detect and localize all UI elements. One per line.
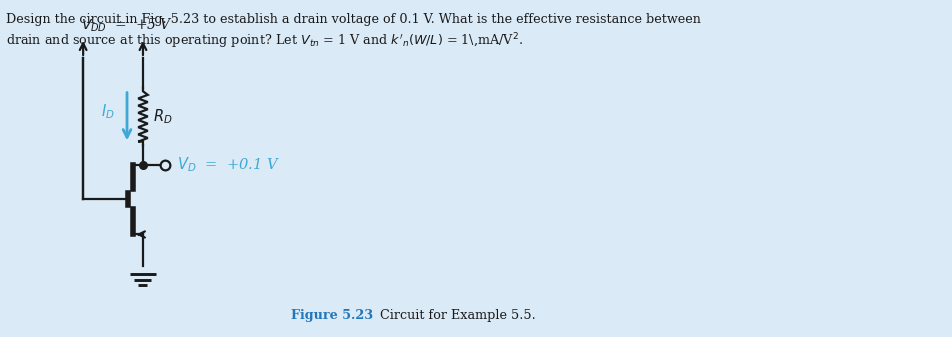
Text: Figure 5.23: Figure 5.23	[290, 309, 372, 322]
Text: Circuit for Example 5.5.: Circuit for Example 5.5.	[372, 309, 536, 322]
Text: $I_D$: $I_D$	[101, 102, 115, 121]
Text: Design the circuit in Fig. 5.23 to establish a drain voltage of 0.1 V. What is t: Design the circuit in Fig. 5.23 to estab…	[7, 13, 702, 26]
Text: $V_{DD}$  =  +5 V: $V_{DD}$ = +5 V	[81, 17, 173, 34]
Text: $R_D$: $R_D$	[153, 107, 172, 126]
Text: drain and source at this operating point? Let $V_{tn}$ = 1 V and $k'_n(W/L)$ = 1: drain and source at this operating point…	[7, 31, 524, 51]
Text: $V_D$  =  +0.1 V: $V_D$ = +0.1 V	[177, 156, 280, 174]
